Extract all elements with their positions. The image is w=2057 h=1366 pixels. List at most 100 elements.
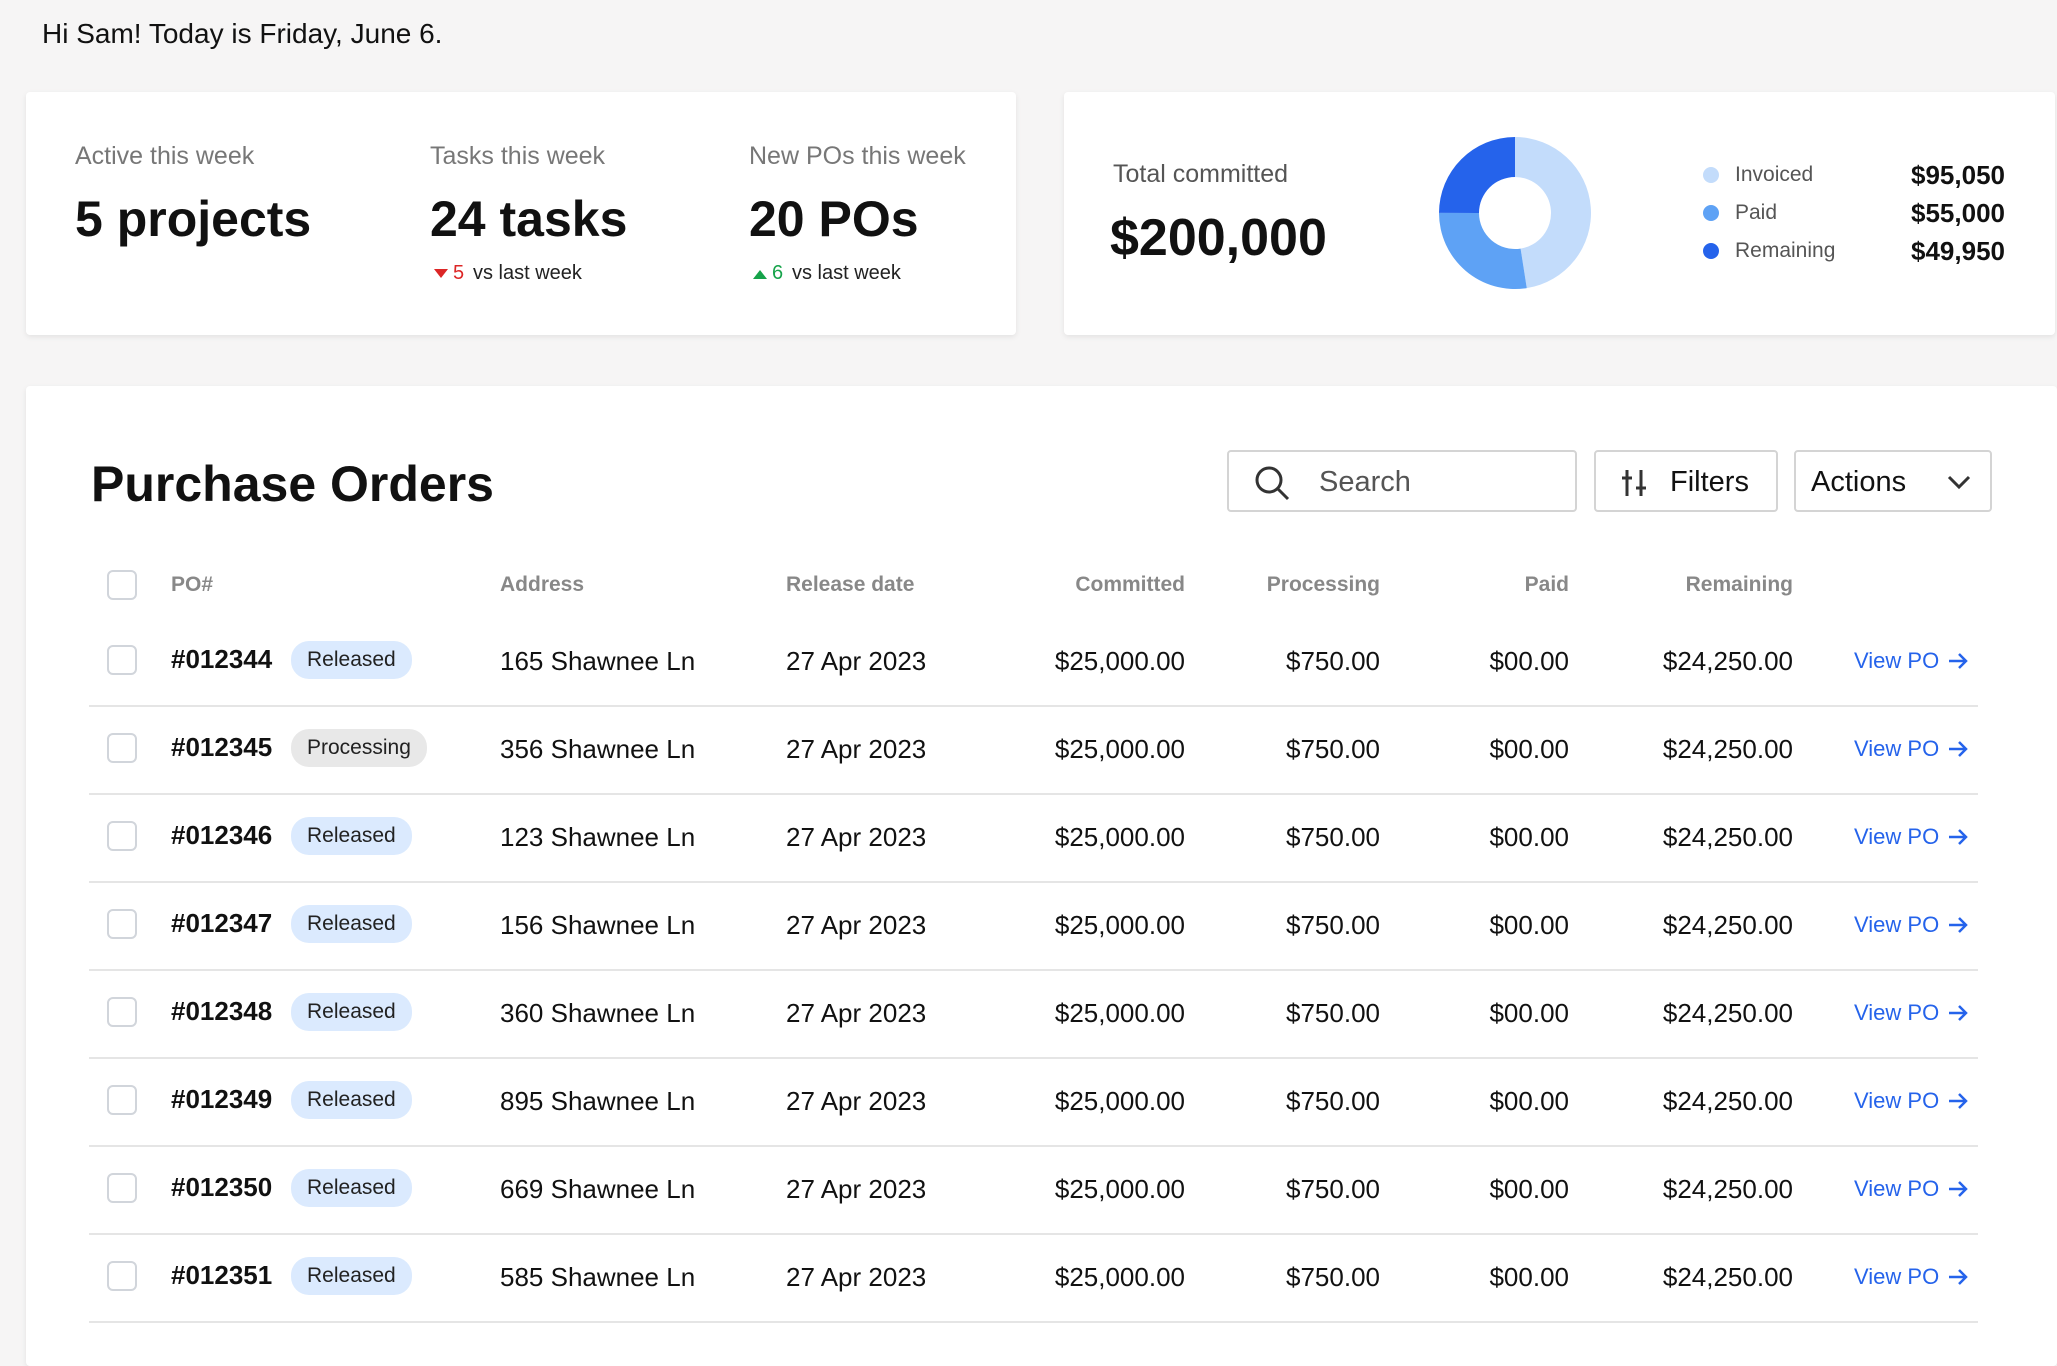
status-pill: Processing xyxy=(291,729,427,767)
legend-label: Remaining xyxy=(1735,239,1836,262)
row-divider xyxy=(89,705,1978,707)
view-po-link[interactable]: View PO xyxy=(1854,1000,1969,1026)
status-pill: Released xyxy=(291,1081,412,1119)
delta-text: vs last week xyxy=(792,262,901,284)
stat-label: New POs this week xyxy=(749,142,966,170)
link-text[interactable]: View PO xyxy=(1854,1264,1940,1289)
column-header: Paid xyxy=(1524,573,1569,596)
row-divider xyxy=(89,1145,1978,1147)
view-po-link[interactable]: View PO xyxy=(1854,1264,1969,1290)
address: 156 Shawnee Ln xyxy=(500,910,696,940)
greeting: Hi Sam! Today is Friday, June 6. xyxy=(42,18,443,49)
delta-value: 5 xyxy=(453,262,465,284)
link-text[interactable]: View PO xyxy=(1854,648,1940,673)
arrow-icon xyxy=(1949,653,1968,669)
release-date: 27 Apr 2023 xyxy=(786,1262,927,1292)
release-date: 27 Apr 2023 xyxy=(786,822,927,852)
release-date: 27 Apr 2023 xyxy=(786,1174,927,1204)
address: 895 Shawnee Ln xyxy=(500,1086,696,1116)
po-number: #012351 xyxy=(171,1260,273,1290)
checkbox[interactable] xyxy=(107,997,137,1027)
amount: $24,250.00 xyxy=(1662,734,1793,764)
view-po-link[interactable]: View PO xyxy=(1854,1088,1969,1114)
status-pill: Released xyxy=(291,993,412,1031)
arrow-icon xyxy=(1949,1005,1968,1021)
link-text[interactable]: View PO xyxy=(1854,1088,1940,1113)
row-divider xyxy=(89,1057,1978,1059)
address: 669 Shawnee Ln xyxy=(500,1174,696,1204)
amount: $750.00 xyxy=(1286,822,1380,852)
link-text[interactable]: View PO xyxy=(1854,1000,1940,1025)
amount: $25,000.00 xyxy=(1054,1174,1185,1204)
stat-value: 20 POs xyxy=(749,191,919,247)
link-text[interactable]: View PO xyxy=(1854,912,1940,937)
actions-button[interactable]: Actions xyxy=(1794,450,1992,512)
column-header: Remaining xyxy=(1685,573,1793,596)
legend-label: Paid xyxy=(1735,201,1778,224)
orders-panel xyxy=(26,386,2057,1366)
arrow-icon xyxy=(1949,1181,1968,1197)
arrow xyxy=(1949,829,1968,845)
row-divider xyxy=(89,969,1978,971)
checkbox[interactable] xyxy=(107,1173,137,1203)
filters-button[interactable]: Filters xyxy=(1594,450,1778,512)
amount: $750.00 xyxy=(1286,646,1380,676)
chevron-icon xyxy=(1947,475,1971,490)
view-po-link[interactable]: View PO xyxy=(1854,648,1969,674)
checkbox[interactable] xyxy=(107,821,137,851)
actions-label: Actions xyxy=(1811,466,1907,498)
arrow xyxy=(1949,1269,1968,1285)
arrow xyxy=(1949,1093,1968,1109)
legend-value: $49,950 xyxy=(1911,236,2005,266)
release-date: 27 Apr 2023 xyxy=(786,910,927,940)
checkbox[interactable] xyxy=(107,1261,137,1291)
view-po-link[interactable]: View PO xyxy=(1854,736,1969,762)
filters-icon xyxy=(1622,470,1646,496)
view-po-link[interactable]: View PO xyxy=(1854,1176,1969,1202)
arrow xyxy=(1949,917,1968,933)
column-header: PO# xyxy=(171,573,214,596)
legend-value: $55,000 xyxy=(1911,198,2005,228)
checkbox[interactable] xyxy=(107,570,137,600)
checkbox[interactable] xyxy=(107,1085,137,1115)
checkbox[interactable] xyxy=(107,733,137,763)
stat-label: Tasks this week xyxy=(430,142,606,170)
donut-segment xyxy=(1439,212,1527,289)
column-header: Address xyxy=(500,573,585,596)
arrow-icon xyxy=(1949,917,1968,933)
amount: $750.00 xyxy=(1286,998,1380,1028)
amount: $750.00 xyxy=(1286,910,1380,940)
link-text[interactable]: View PO xyxy=(1854,1176,1940,1201)
po-number: #012344 xyxy=(171,644,273,674)
release-date: 27 Apr 2023 xyxy=(786,646,927,676)
link-text[interactable]: View PO xyxy=(1854,824,1940,849)
amount: $24,250.00 xyxy=(1662,998,1793,1028)
address: 165 Shawnee Ln xyxy=(500,646,696,676)
legend-value: $95,050 xyxy=(1911,160,2005,190)
search-box[interactable]: Search xyxy=(1227,450,1577,512)
donut-chart xyxy=(1439,137,1591,289)
arrow xyxy=(1949,653,1968,669)
link-text[interactable]: View PO xyxy=(1854,736,1940,761)
arrow-icon xyxy=(1949,829,1968,845)
checkbox[interactable] xyxy=(107,645,137,675)
amount: $00.00 xyxy=(1489,1262,1569,1292)
amount: $00.00 xyxy=(1489,646,1569,676)
checkbox[interactable] xyxy=(107,909,137,939)
filters-label: Filters xyxy=(1670,466,1749,498)
stat-value: 24 tasks xyxy=(430,191,628,247)
column-header: Processing xyxy=(1266,573,1380,596)
po-number: #012345 xyxy=(171,732,273,762)
amount: $00.00 xyxy=(1489,910,1569,940)
arrow-icon xyxy=(1949,1093,1968,1109)
view-po-link[interactable]: View PO xyxy=(1854,824,1969,850)
address: 356 Shawnee Ln xyxy=(500,734,696,764)
total-value: $200,000 xyxy=(1110,209,1327,267)
amount: $25,000.00 xyxy=(1054,1262,1185,1292)
address: 360 Shawnee Ln xyxy=(500,998,696,1028)
address: 123 Shawnee Ln xyxy=(500,822,696,852)
amount: $00.00 xyxy=(1489,998,1569,1028)
amount: $24,250.00 xyxy=(1662,1174,1793,1204)
view-po-link[interactable]: View PO xyxy=(1854,912,1969,938)
